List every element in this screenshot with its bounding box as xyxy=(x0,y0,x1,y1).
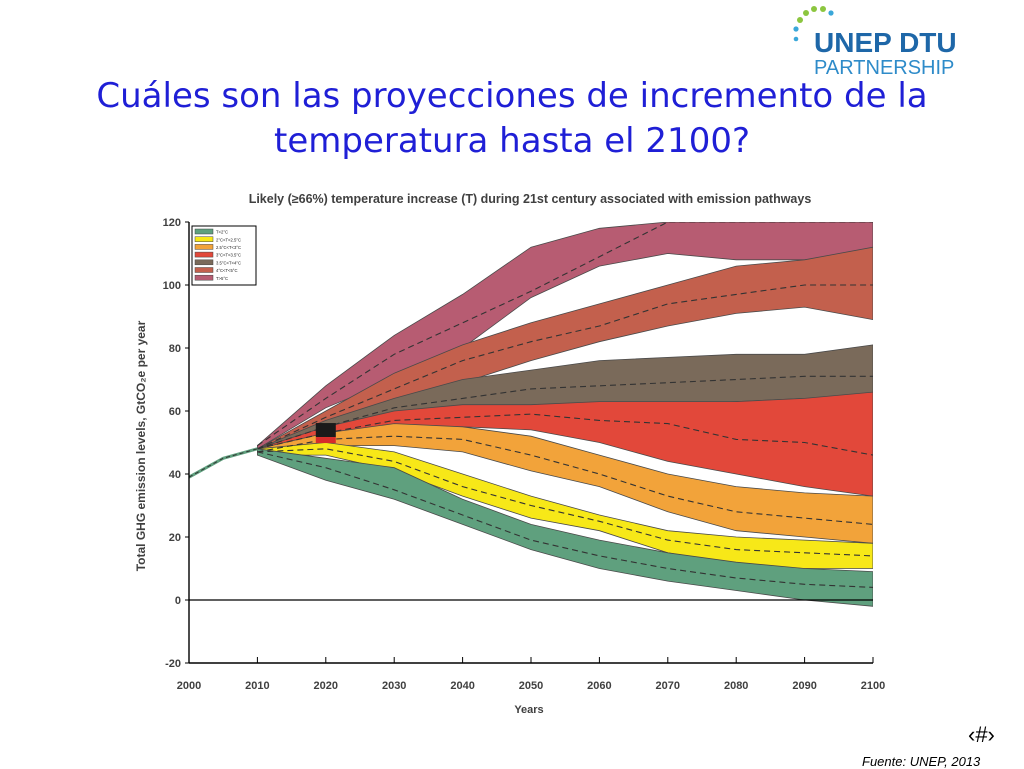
legend-swatch xyxy=(194,251,214,258)
band-3 xyxy=(257,423,873,544)
marker-2020 xyxy=(315,423,336,438)
legend-label: 4°C<T<5°C xyxy=(216,268,238,273)
median-line-4 xyxy=(257,413,873,456)
legend-swatch xyxy=(194,236,214,242)
x-tick-label: 2030 xyxy=(382,680,406,692)
x-tick-label: 2070 xyxy=(656,680,680,692)
median-line-1 xyxy=(257,451,873,588)
y-tick-label: 120 xyxy=(163,217,181,229)
median-line-5 xyxy=(257,375,873,450)
median-line-2 xyxy=(257,448,873,557)
logo-line1: UNEP DTU xyxy=(814,27,957,58)
x-tick-label: 2060 xyxy=(587,680,611,692)
y-tick-label: 0 xyxy=(175,595,181,607)
legend-label: T>5°C xyxy=(216,276,228,281)
y-axis-label: Total GHG emission levels, GtCO₂e per ye… xyxy=(134,320,148,571)
band-1 xyxy=(257,448,873,607)
x-tick-label: 2020 xyxy=(314,680,338,692)
x-axis-label: Years xyxy=(514,704,543,716)
legend-label: 3.5°C<T<4°C xyxy=(216,260,241,265)
median-line-7 xyxy=(257,222,873,447)
logo-line2: PARTNERSHIP xyxy=(814,57,954,79)
x-tick-label: 2000 xyxy=(177,680,201,692)
median-line-3 xyxy=(257,435,873,525)
x-tick-label: 2050 xyxy=(519,680,543,692)
y-tick-label: -20 xyxy=(165,658,181,670)
source-note: Fuente: UNEP, 2013 xyxy=(862,754,981,769)
chart-title: Likely (≥66%) temperature increase (T) d… xyxy=(249,192,812,206)
y-tick-label: 60 xyxy=(169,406,181,418)
legend-swatch xyxy=(194,228,214,235)
history-line xyxy=(189,447,258,479)
x-tick-label: 2100 xyxy=(861,680,885,692)
legend-swatch xyxy=(194,274,214,281)
x-tick-label: 2010 xyxy=(245,680,269,692)
logo-dots-icon xyxy=(793,6,834,42)
x-tick-label: 2080 xyxy=(724,680,748,692)
legend-label: 3°C<T<3.5°C xyxy=(216,253,241,258)
unep-dtu-partnership-logo: UNEP DTU PARTNERSHIP xyxy=(793,6,957,79)
y-tick-label: 20 xyxy=(169,532,181,544)
band-4 xyxy=(257,391,873,497)
y-tick-label: 40 xyxy=(169,469,181,481)
legend-label: 2°C<T<2.5°C xyxy=(216,237,241,242)
x-tick-label: 2040 xyxy=(450,680,474,692)
y-tick-label: 100 xyxy=(163,280,181,292)
legend-swatch xyxy=(194,259,214,266)
legend-swatch xyxy=(194,267,214,273)
y-tick-label: 80 xyxy=(169,343,181,355)
legend-swatch xyxy=(194,244,214,250)
slide-number: ‹#› xyxy=(968,722,995,747)
emission-bands xyxy=(189,222,873,607)
x-tick-label: 2090 xyxy=(792,680,816,692)
legend-label: 2.5°C<T<3°C xyxy=(216,245,241,250)
slide-title: Cuáles son las proyecciones de increment… xyxy=(96,76,928,161)
marker-2020-base xyxy=(315,437,336,444)
legend-label: T<2°C xyxy=(216,230,228,235)
median-line-6 xyxy=(257,284,873,450)
chart-legend: T<2°C 2°C<T<2.5°C 2.5°C<T<3°C 3°C<T<3.5°C 3.… xyxy=(191,225,257,286)
